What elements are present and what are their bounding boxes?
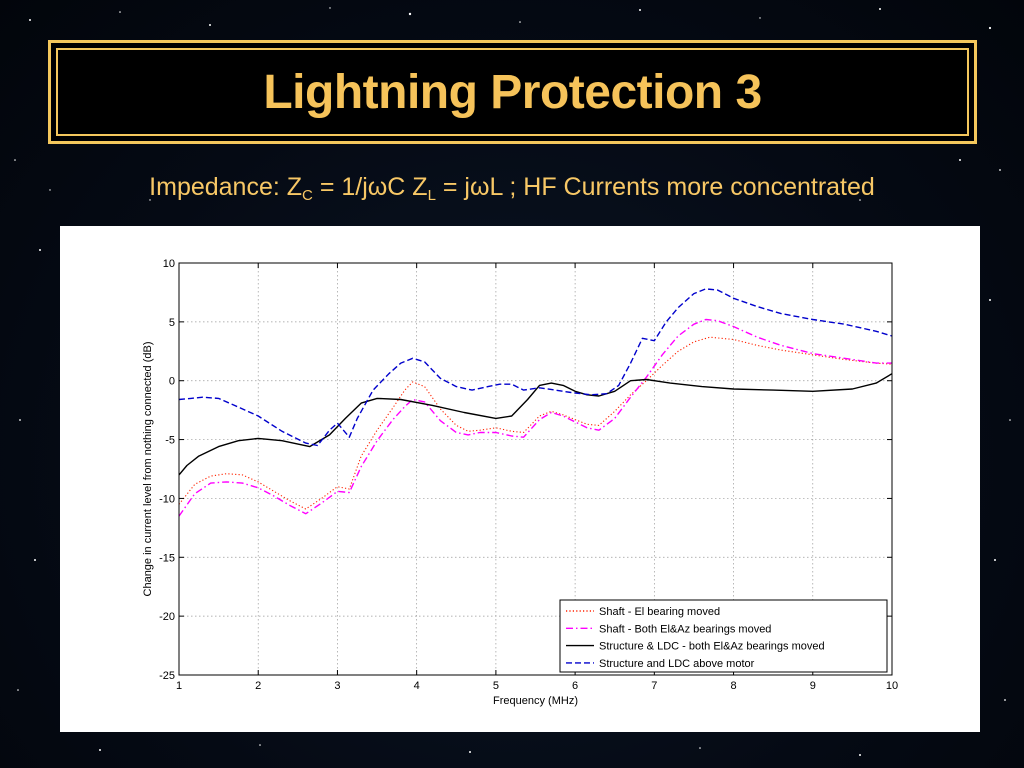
- y-tick-label: 5: [169, 317, 175, 329]
- y-tick-label: -20: [159, 611, 175, 623]
- y-tick-label: -10: [159, 493, 175, 505]
- chart-series-group: [178, 288, 893, 517]
- subtitle-zc-subscript: C: [302, 187, 313, 204]
- x-tick-label: 5: [493, 680, 499, 692]
- x-tick-label: 1: [176, 680, 182, 692]
- series-line-4: [178, 288, 893, 447]
- legend-label-2: Shaft - Both El&Az bearings moved: [599, 623, 771, 635]
- series-line-2: [178, 318, 892, 517]
- legend-label-4: Structure and LDC above motor: [599, 658, 755, 670]
- y-tick-label: 10: [163, 258, 175, 270]
- x-tick-label: 10: [886, 680, 898, 692]
- legend-label-1: Shaft - El bearing moved: [599, 606, 720, 618]
- x-tick-label: 6: [572, 680, 578, 692]
- x-tick-label: 2: [255, 680, 261, 692]
- chart-ticks: 1 2 3 4 5 6 7 8 9 10 10 5 0 -5 -10 -15 -20 -25: [159, 258, 898, 692]
- legend-box: [559, 599, 888, 673]
- y-tick-label: -5: [165, 435, 175, 447]
- slide-subtitle: Impedance: ZC = 1/jωC ZL = jωL ; HF Curr…: [0, 173, 1024, 204]
- x-axis-label: Frequency (MHz): [493, 695, 578, 707]
- y-axis-label: Change in current level from nothing con…: [142, 342, 154, 597]
- slide-title: Lightning Protection 3: [263, 66, 762, 119]
- subtitle-zl-expression: = jωL ; HF Currents more concentrated: [435, 173, 875, 201]
- title-frame: Lightning Protection 3: [48, 40, 977, 144]
- subtitle-zc-expression: = 1/jωC Z: [312, 173, 428, 201]
- line-chart: 1 2 3 4 5 6 7 8 9 10 10 5 0 -5 -10 -15 -20 -25 Frequency …: [142, 258, 898, 707]
- chart-legend: Shaft - El bearing moved Shaft - Both El&…: [559, 599, 888, 673]
- series-line-3: [178, 373, 893, 476]
- x-tick-label: 9: [810, 680, 816, 692]
- y-tick-label: 0: [169, 376, 175, 388]
- plot-frame: [178, 262, 893, 676]
- y-tick-label: -15: [159, 552, 175, 564]
- subtitle-zl-subscript: L: [427, 187, 436, 204]
- x-tick-label: 3: [334, 680, 340, 692]
- chart-panel: 1 2 3 4 5 6 7 8 9 10 10 5 0 -5 -10 -15 -20 -25 Frequency …: [60, 226, 980, 732]
- legend-label-3: Structure & LDC - both El&Az bearings mo…: [599, 641, 825, 653]
- x-tick-label: 8: [730, 680, 736, 692]
- y-tick-label: -25: [159, 670, 175, 682]
- subtitle-impedance-label: Impedance: Z: [149, 173, 303, 201]
- x-tick-label: 4: [414, 680, 420, 692]
- x-tick-label: 7: [651, 680, 657, 692]
